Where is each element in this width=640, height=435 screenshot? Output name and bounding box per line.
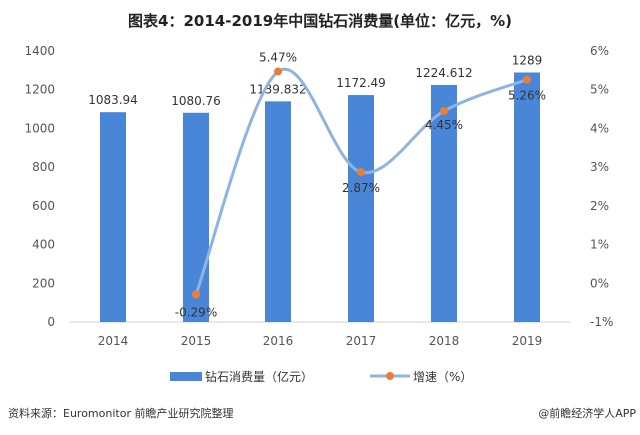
bar (265, 101, 291, 323)
y-right-tick-label: -1% (590, 315, 613, 329)
growth-data-label: 5.26% (508, 89, 546, 103)
bar-data-label: 1289 (512, 53, 543, 67)
x-tick-label: 2015 (181, 334, 212, 348)
x-tick-label: 2018 (429, 334, 460, 348)
bar (431, 84, 457, 322)
x-tick-label: 2017 (346, 334, 377, 348)
growth-marker (357, 168, 365, 177)
y-right-tick-label: 6% (590, 44, 609, 58)
growth-marker (192, 290, 200, 299)
growth-line (194, 67, 528, 296)
growth-data-label: 4.45% (425, 118, 463, 132)
y-right-tick-label: 2% (590, 199, 609, 213)
x-tick-label: 2014 (98, 334, 129, 348)
y-right-tick-label: 5% (590, 83, 609, 97)
x-tick-label: 2019 (512, 334, 543, 348)
y-left-tick-label: 800 (32, 160, 55, 174)
bar-data-label: 1083.94 (88, 93, 138, 107)
bar (183, 112, 209, 322)
y-right-tick-label: 3% (590, 160, 609, 174)
y-right-tick-label: 4% (590, 121, 609, 135)
bar (348, 95, 374, 323)
legend-line-marker (386, 372, 394, 380)
bar-data-label: 1224.612 (415, 66, 472, 80)
bar (100, 112, 126, 323)
growth-marker (274, 67, 282, 76)
y-left-tick-label: 200 (32, 276, 55, 290)
y-left-tick-label: 1400 (24, 44, 55, 58)
bar-data-label: 1172.49 (336, 76, 386, 90)
y-left-tick-label: 400 (32, 238, 55, 252)
y-right-tick-label: 1% (590, 238, 609, 252)
growth-marker (523, 75, 531, 84)
y-left-tick-label: 1200 (24, 83, 55, 97)
y-left-tick-label: 0 (47, 315, 55, 329)
bar-data-label: 1080.76 (171, 94, 221, 108)
y-right-tick-label: 0% (590, 276, 609, 290)
source-note: 资料来源：Euromonitor 前瞻产业研究院整理 (8, 407, 234, 420)
legend-bar-swatch (170, 372, 202, 381)
legend-bar-label: 钻石消费量（亿元） (205, 369, 313, 384)
credit-note: @前瞻经济学人APP (538, 407, 636, 420)
bar (514, 72, 540, 323)
growth-data-label: 5.47% (259, 51, 297, 65)
y-left-tick-label: 1000 (24, 121, 55, 135)
legend-line-label: 增速（%） (413, 370, 472, 384)
growth-marker (440, 107, 448, 116)
bar-data-label: 1139.832 (249, 82, 306, 96)
x-tick-label: 2016 (263, 334, 294, 348)
y-left-tick-label: 600 (32, 199, 55, 213)
chart-title: 图表4：2014-2019年中国钻石消费量(单位：亿元，%) (128, 12, 512, 30)
growth-data-label: 2.87% (342, 181, 380, 195)
growth-data-label: -0.29% (175, 306, 217, 320)
